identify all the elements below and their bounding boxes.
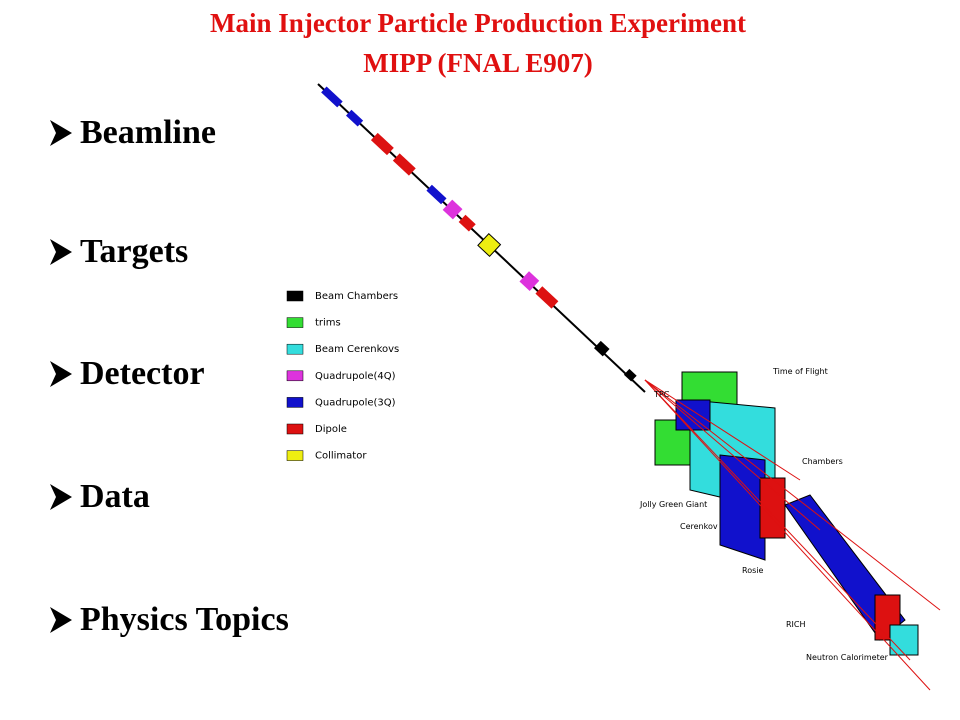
legend-label: Beam Chambers xyxy=(315,291,398,302)
bullet-arrow xyxy=(50,361,72,387)
legend-swatch xyxy=(286,343,304,355)
bullet-text: Detector xyxy=(80,355,205,392)
legend-label: Dipole xyxy=(315,424,347,435)
legend-swatch xyxy=(286,397,304,408)
diagram-label: Chambers xyxy=(802,457,843,466)
diagram-label: Time of Flight xyxy=(772,367,828,376)
diagram-label: TPC xyxy=(653,390,670,399)
bullet-arrow xyxy=(50,607,72,633)
diagram-label: Neutron Calorimeter xyxy=(806,653,889,662)
legend-label: trims xyxy=(315,318,341,329)
legend-label: Beam Cerenkovs xyxy=(315,344,399,355)
bullet-text: Data xyxy=(80,478,150,515)
bullet-text: Targets xyxy=(80,233,188,270)
legend-label: Quadrupole(3Q) xyxy=(315,397,396,408)
bullet-arrow xyxy=(50,120,72,146)
diagram-label: Jolly Green Giant xyxy=(639,500,707,509)
diagram-label: Cerenkov xyxy=(680,522,718,531)
legend-swatch xyxy=(286,370,304,382)
slide-subtitle: MIPP (FNAL E907) xyxy=(363,48,593,78)
legend-swatch xyxy=(286,450,304,461)
beamline-diagram xyxy=(317,83,941,691)
legend-swatch xyxy=(286,423,304,435)
bullet-arrow xyxy=(50,239,72,265)
legend-label: Collimator xyxy=(315,451,367,462)
diagram-label: Rosie xyxy=(742,566,763,575)
bullet-arrow xyxy=(50,484,72,510)
legend-swatch xyxy=(286,317,304,328)
diagram-label: RICH xyxy=(786,620,806,629)
bullet-text: Physics Topics xyxy=(80,601,289,638)
legend-swatch xyxy=(286,290,304,302)
bullet-text: Beamline xyxy=(80,114,216,151)
slide-title: Main Injector Particle Production Experi… xyxy=(210,8,746,38)
legend-label: Quadrupole(4Q) xyxy=(315,371,396,382)
